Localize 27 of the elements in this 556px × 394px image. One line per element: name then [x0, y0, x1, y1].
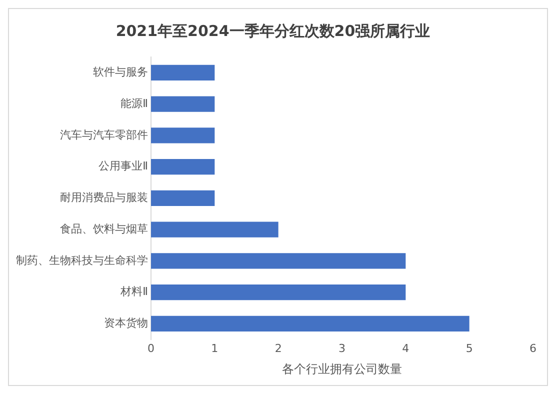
bar	[151, 128, 215, 144]
y-tick-label: 食品、饮料与烟草	[60, 222, 148, 236]
bar	[151, 222, 278, 238]
y-tick-label: 公用事业Ⅱ	[98, 160, 148, 173]
bar	[151, 316, 470, 332]
bar	[151, 158, 215, 175]
y-tick-label: 耐用消费品与服装	[60, 191, 148, 204]
x-tick-label: 0	[148, 342, 154, 355]
x-tick-label: 3	[338, 342, 346, 355]
x-axis-title: 各个行业拥有公司数量	[282, 362, 402, 376]
y-tick-label: 资本货物	[104, 316, 148, 330]
bar	[151, 64, 215, 81]
x-tick-label: 5	[466, 342, 473, 355]
bar	[151, 96, 215, 112]
x-tick-label: 4	[402, 342, 410, 355]
y-tick-label: 材料Ⅱ	[120, 285, 148, 298]
y-tick-label: 制药、生物科技与生命科学	[16, 254, 148, 267]
y-tick-label: 软件与服务	[93, 66, 148, 79]
y-tick-label: 汽车与汽车零部件	[60, 128, 148, 142]
y-tick-label: 能源Ⅱ	[120, 96, 148, 110]
bar	[151, 253, 406, 269]
x-tick-label: 1	[211, 342, 218, 355]
bar	[151, 284, 406, 300]
chart-title: 2021年至2024一季年分红次数20强所属行业	[116, 22, 430, 40]
bar	[151, 190, 215, 206]
x-tick-label: 2	[274, 342, 282, 355]
x-tick-label: 6	[530, 342, 536, 355]
